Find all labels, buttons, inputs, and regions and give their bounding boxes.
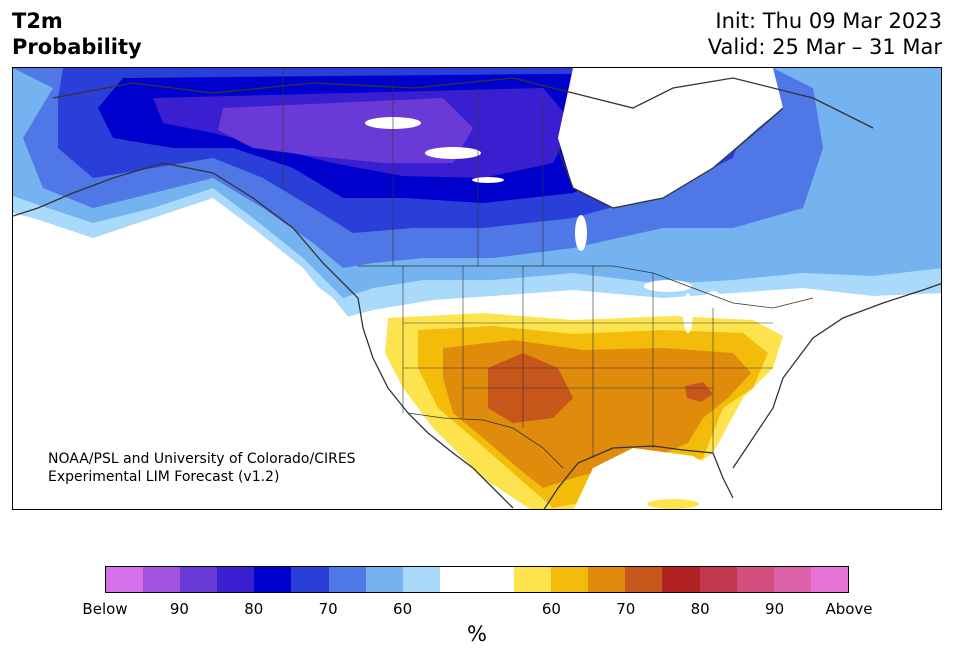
lake-athabasca <box>472 177 504 183</box>
map-credit: NOAA/PSL and University of Colorado/CIRE… <box>48 450 356 486</box>
coastline-east <box>732 283 941 469</box>
colorbar-segment <box>291 567 329 592</box>
colorbar-tick-label: 90 <box>765 600 785 618</box>
colorbar-tick-label: 60 <box>541 600 561 618</box>
colorbar-segment <box>328 567 366 592</box>
colorbar-segment <box>551 567 589 592</box>
colorbar-tick-label: 80 <box>690 600 710 618</box>
colorbar-segment <box>736 567 774 592</box>
state-borders <box>402 266 773 458</box>
probability-fields <box>13 68 941 509</box>
colorbar-tick-label: 90 <box>169 600 189 618</box>
forecast-dates: Init: Thu 09 Mar 2023 Valid: 25 Mar – 31… <box>708 8 942 60</box>
coastline-west <box>13 162 514 509</box>
colorbar-segment <box>773 567 811 592</box>
colorbar-segment <box>699 567 737 592</box>
cuba <box>647 499 699 509</box>
colorbar-segment <box>514 567 552 592</box>
colorbar-segment <box>180 567 218 592</box>
colorbar-segment <box>217 567 255 592</box>
lake-winnipeg <box>575 215 587 251</box>
colorbar-segment <box>106 567 144 592</box>
valid-date: Valid: 25 Mar – 31 Mar <box>707 35 942 59</box>
colorbar-segment <box>810 567 848 592</box>
hudson-bay-shore <box>557 107 784 209</box>
colorbar <box>105 566 849 593</box>
colorbar-tick-label: 70 <box>318 600 338 618</box>
title-line-1: T2m <box>12 9 63 33</box>
credit-line-2: Experimental LIM Forecast (v1.2) <box>48 469 280 485</box>
coastline-and-borders <box>13 68 941 509</box>
lake-michigan <box>683 293 693 333</box>
probability-map <box>12 67 942 510</box>
init-date: Init: Thu 09 Mar 2023 <box>715 9 942 33</box>
colorbar-tick-label: 70 <box>616 600 636 618</box>
colorbar-segment <box>365 567 403 592</box>
lake-superior <box>644 280 692 292</box>
colorbar-tick-label: 60 <box>393 600 413 618</box>
gulf-water <box>573 448 733 509</box>
colorbar-segment <box>402 567 440 592</box>
map-title: T2m Probability <box>12 8 142 60</box>
credit-line-1: NOAA/PSL and University of Colorado/CIRE… <box>48 451 356 467</box>
arctic-shore <box>52 77 874 129</box>
colorbar-unit: % <box>467 622 487 646</box>
pacific-water <box>13 208 502 509</box>
colorbar-tick-label: Above <box>825 600 873 618</box>
colorbar-segment <box>476 567 515 592</box>
atlantic-coast-water <box>773 308 941 509</box>
below-max-region <box>218 98 473 163</box>
title-line-2: Probability <box>12 35 142 59</box>
colorbar-segment <box>254 567 292 592</box>
colorbar-tick-label: Below <box>82 600 128 618</box>
colorbar-segment <box>625 567 663 592</box>
colorbar-segment <box>143 567 181 592</box>
colorbar-tick-label: 80 <box>244 600 264 618</box>
map-svg <box>13 68 941 509</box>
province-borders <box>282 68 544 266</box>
colorbar-segment <box>588 567 626 592</box>
colorbar-segment <box>439 567 477 592</box>
above-80-region-east <box>685 382 713 402</box>
us-mexico-border <box>407 412 564 469</box>
great-slave-lake <box>425 147 481 159</box>
colorbar-segment <box>662 567 700 592</box>
